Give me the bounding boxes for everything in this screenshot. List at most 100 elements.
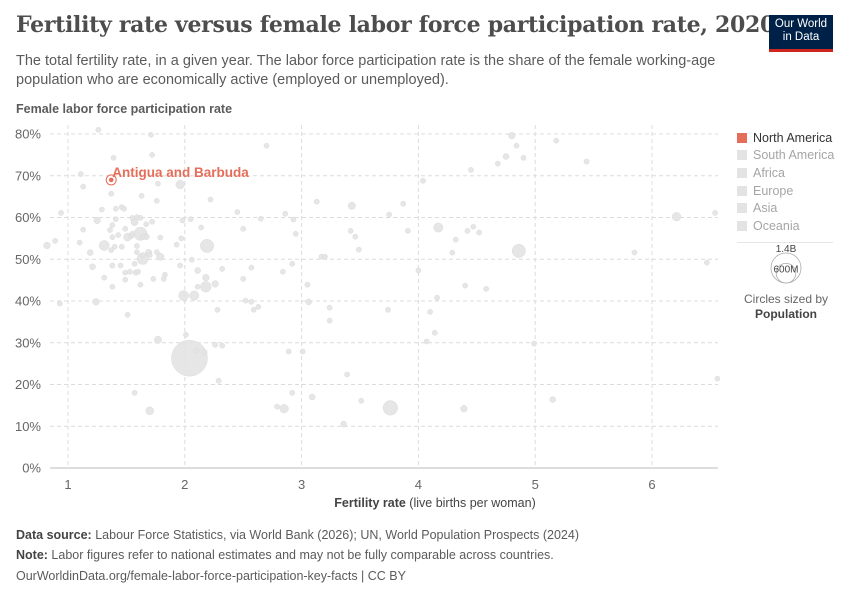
data-point bbox=[289, 390, 296, 396]
data-point bbox=[255, 304, 262, 310]
data-point bbox=[149, 152, 155, 158]
legend-item-europe[interactable]: Europe bbox=[737, 182, 834, 200]
data-point bbox=[189, 290, 200, 301]
size-legend-label: 1.4B bbox=[776, 244, 797, 255]
data-point bbox=[139, 234, 146, 240]
data-point bbox=[326, 317, 333, 324]
data-point bbox=[631, 249, 638, 256]
data-point bbox=[107, 227, 113, 233]
data-point bbox=[99, 206, 105, 213]
data-point bbox=[508, 132, 516, 140]
legend-label: North America bbox=[753, 130, 833, 145]
data-point bbox=[714, 375, 721, 382]
data-point bbox=[145, 406, 154, 415]
data-point bbox=[531, 340, 537, 347]
data-point bbox=[146, 252, 153, 258]
data-point bbox=[134, 249, 140, 255]
data-point bbox=[344, 371, 350, 378]
owid-logo[interactable]: Our World in Data bbox=[769, 15, 833, 52]
legend-item-asia[interactable]: Asia bbox=[737, 199, 834, 217]
data-point bbox=[470, 223, 477, 230]
note-label: Note: bbox=[16, 548, 48, 562]
legend-swatch bbox=[737, 203, 747, 214]
legend-swatch bbox=[737, 185, 747, 196]
x-axis-label: Fertility rate (live births per woman) bbox=[0, 496, 850, 510]
data-point bbox=[153, 197, 160, 204]
x-tick-label: 6 bbox=[648, 477, 655, 492]
x-axis-label-bold: Fertility rate bbox=[334, 496, 406, 510]
data-point bbox=[148, 132, 154, 138]
data-point bbox=[137, 281, 144, 288]
data-point bbox=[76, 239, 83, 246]
data-point bbox=[189, 256, 195, 263]
data-point bbox=[113, 205, 119, 212]
x-tick-label: 5 bbox=[532, 477, 539, 492]
data-point bbox=[257, 215, 264, 222]
data-point bbox=[109, 262, 116, 269]
data-point bbox=[304, 281, 311, 288]
data-point bbox=[175, 179, 185, 190]
data-point bbox=[194, 267, 201, 274]
y-tick-label: 70% bbox=[15, 168, 41, 183]
source-url[interactable]: OurWorldinData.org/female-labor-force-pa… bbox=[16, 569, 406, 583]
legend-item-north-america[interactable]: North America bbox=[737, 129, 834, 147]
data-point bbox=[234, 209, 241, 215]
data-point bbox=[122, 269, 129, 276]
data-point bbox=[200, 239, 214, 253]
data-point bbox=[110, 154, 117, 161]
data-point bbox=[452, 236, 459, 243]
data-point bbox=[135, 268, 141, 275]
data-point bbox=[58, 210, 64, 216]
data-point bbox=[214, 306, 221, 313]
legend-item-south-america[interactable]: South America bbox=[737, 147, 834, 165]
x-axis-label-rest: (live births per woman) bbox=[405, 496, 536, 510]
x-tick-label: 4 bbox=[415, 477, 422, 492]
legend-swatch bbox=[737, 150, 747, 161]
data-point bbox=[194, 284, 201, 290]
highlight-point bbox=[108, 177, 114, 183]
data-point bbox=[248, 299, 255, 305]
data-point bbox=[57, 300, 63, 307]
data-point bbox=[92, 298, 100, 306]
data-point bbox=[127, 268, 133, 275]
data-point bbox=[313, 198, 320, 205]
data-point bbox=[118, 243, 125, 250]
data-point bbox=[109, 284, 116, 290]
legend-item-oceania[interactable]: Oceania bbox=[737, 217, 834, 235]
data-point bbox=[80, 183, 86, 190]
data-point bbox=[347, 201, 356, 210]
y-tick-label: 10% bbox=[15, 419, 41, 434]
data-point bbox=[352, 233, 359, 240]
data-point bbox=[129, 230, 136, 237]
data-point bbox=[215, 377, 222, 384]
data-point bbox=[160, 276, 167, 282]
data-point bbox=[157, 234, 164, 241]
data-point bbox=[117, 262, 124, 269]
legend-swatch bbox=[737, 132, 747, 143]
data-point bbox=[322, 253, 328, 260]
data-point bbox=[511, 244, 526, 258]
data-point bbox=[131, 261, 138, 267]
data-point bbox=[386, 211, 393, 218]
data-point bbox=[483, 286, 489, 292]
data-point bbox=[274, 403, 280, 410]
data-point bbox=[449, 249, 456, 256]
data-point bbox=[201, 349, 208, 355]
data-point bbox=[139, 252, 146, 258]
data-point bbox=[431, 329, 438, 336]
data-point bbox=[113, 216, 119, 222]
data-point bbox=[405, 228, 411, 234]
data-point bbox=[111, 243, 118, 250]
data-point bbox=[549, 396, 556, 403]
legend-label: Africa bbox=[753, 165, 785, 180]
data-point bbox=[502, 153, 510, 160]
data-point bbox=[460, 405, 468, 413]
data-point bbox=[400, 200, 407, 207]
data-point bbox=[279, 404, 289, 414]
legend-item-africa[interactable]: Africa bbox=[737, 164, 834, 182]
data-point bbox=[149, 218, 155, 225]
data-point bbox=[520, 154, 527, 161]
highlight-ring bbox=[105, 174, 117, 186]
y-tick-label: 0% bbox=[22, 461, 41, 476]
data-point bbox=[464, 228, 471, 234]
